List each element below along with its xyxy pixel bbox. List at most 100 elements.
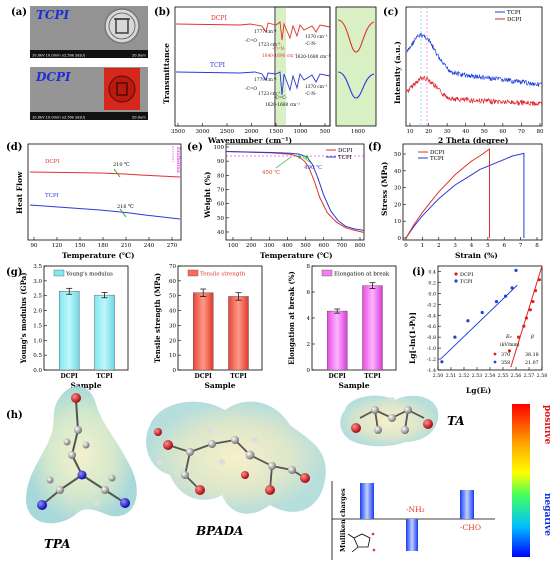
stress-y-tick-label: 30 (394, 186, 401, 192)
weibull-fit-tcpi (440, 284, 518, 360)
ftir-x-tick-label: 1500 (269, 129, 283, 135)
bar-legend-label: Elongation at break (334, 272, 390, 278)
weibull-point (522, 324, 526, 328)
charge-colorbar (512, 404, 530, 557)
xrd-legend-tcpi: TCPI (507, 10, 521, 16)
weibull-x-tick-label: 2.57 (524, 373, 535, 379)
weibull-y-tick-label: 0.4 (428, 269, 436, 275)
bar-chart-frame (43, 265, 129, 371)
bar (94, 294, 115, 371)
weibull-x-tick-label: 2.53 (472, 373, 483, 379)
ftir-xlabel: Wavenumber (cm⁻¹) (207, 136, 292, 145)
panel-a-label: (a) (11, 7, 27, 18)
bar-chart-frame (311, 265, 397, 371)
weibull-h3: (kV/mm) (500, 341, 520, 348)
weibull-point (504, 294, 508, 298)
weibull-legend-dcpi: DCPI (460, 272, 473, 278)
xrd-frame (405, 6, 543, 127)
xrd-xlabel: 2 Theta (degree) (438, 136, 508, 145)
mech-bar-charts: 0.0 0.5 1.0 1.5 2.0 2.5 3.0 3.5 Young's modulus D… (19, 264, 397, 390)
ftir-ann-t5: 1620-1680 cm⁻¹ (265, 102, 300, 108)
bpada-molecule (146, 401, 326, 514)
stress-y-tick-label: 40 (394, 169, 401, 175)
mulliken-ylabel: Mulliken charges (339, 488, 347, 552)
weibull-x-tick-label: 2.54 (485, 373, 496, 379)
bar-ylabel: Young's modulus (GPa) (19, 272, 28, 364)
dsc-tg-tcpi: 216 ℃ (117, 204, 134, 210)
mulliken-bar-2 (406, 519, 418, 551)
ftir-ann-t7: -C-N- (305, 92, 317, 97)
bar (228, 296, 249, 371)
xrd-x-tick-label: 10 (407, 129, 414, 135)
weibull-y-tick-label: 0.0 (428, 291, 436, 297)
ta-label: TA (447, 414, 465, 428)
tga-x-tick-label: 100 (228, 243, 239, 249)
bar-category-label: TCPI (96, 373, 113, 380)
bar-y-tick-label: 20 (169, 338, 176, 344)
ftir-highlight-band (276, 7, 286, 126)
dsc-xlabel: Temperature (℃) (62, 251, 135, 260)
bar-legend-label: Tensile strength (200, 272, 246, 278)
dsc-frame (27, 143, 182, 241)
bar-y-tick-label: 2.5 (33, 294, 42, 300)
panel-h-label: (h) (6, 410, 23, 421)
tga-tcpi-line (225, 151, 365, 231)
xrd-x-tick-label: 30 (444, 129, 451, 135)
weibull-x-tick-label: 2.55 (498, 373, 509, 379)
dsc-dcpi-line (29, 171, 181, 178)
panel-a: (a) TCPI DCPI 10.0kV 10.0mm x2.50k SE(U)… (11, 6, 148, 120)
xrd-x-tick-label: 20 (425, 129, 432, 135)
tga-x-tick-label: 600 (318, 243, 329, 249)
dsc-x-tick-label: 180 (98, 243, 109, 249)
tga-x-tick-label: 800 (355, 243, 366, 249)
weibull-plot: 2.50 2.51 2.52 2.53 2.54 2.55 2.56 2.57 2.58 0.4 0… (427, 265, 547, 379)
bar-y-tick-label: 3.0 (33, 279, 42, 285)
ftir-inset-tcpi (337, 71, 375, 99)
dsc-x-ticks: 90 120 150 180 210 240 270 (31, 237, 178, 249)
logo-seal-tcpi (104, 8, 140, 44)
dsc-x-tick-label: 150 (75, 243, 86, 249)
stress-x-tick-label: 3 (453, 243, 457, 249)
tga-y-tick-label: 50 (217, 216, 224, 222)
bar-y-tick-label: 30 (169, 323, 176, 329)
ta-molecule (340, 395, 439, 447)
weibull-xlabel: Lg(Eᵢ) (466, 386, 491, 395)
tga-legend-dcpi: DCPI (338, 148, 353, 154)
mulliken-bar-3 (460, 490, 474, 519)
bar-category-label: TCPI (230, 373, 247, 380)
stress-frame (402, 143, 543, 241)
stress-x-tick-label: 2 (437, 243, 441, 249)
bar-ylabel: Elongation at break (%) (287, 271, 296, 365)
weibull-x-tick-label: 2.52 (459, 373, 470, 379)
ftir-ann-t1: 1779 cm⁻¹ (254, 77, 277, 83)
ftir-x-tick-label: 2500 (220, 129, 234, 135)
stress-y-tick-label: 10 (394, 219, 401, 225)
tga-y-tick-label: 60 (217, 202, 224, 208)
weibull-y-tick-label: -0.4 (427, 313, 436, 319)
dsc-x-tick-label: 210 (121, 243, 132, 249)
ftir-dcpi-line (175, 21, 331, 41)
weibull-point (524, 316, 529, 320)
ftir-tcpi-line (175, 71, 331, 96)
sem-scale-bottom: 20.0um (132, 116, 146, 120)
tga-ylabel: Weight (%) (203, 172, 212, 219)
bar-category-label: DCPI (195, 373, 212, 380)
stress-dcpi-line (405, 148, 490, 239)
dsc-tg-dcpi: 210 ℃ (113, 162, 130, 168)
ftir-x-tick-label: 500 (320, 129, 331, 135)
panel-g: (g) 0.0 0.5 1.0 1.5 2.0 2.5 3.0 3.5 Young's modu… (6, 264, 397, 390)
stress-ticks: 0 1 2 3 4 5 6 7 8 50 40 30 20 10 0 (394, 152, 539, 249)
tga-y-tick-label: 40 (217, 230, 224, 236)
bar-y-tick-label: 40 (169, 309, 176, 315)
tga-x-tick-label: 700 (337, 243, 348, 249)
panel-f-label: (f) (368, 142, 382, 153)
bar-y-tick-label: 8 (307, 264, 311, 270)
tga-xlabel: Temperature (℃) (260, 251, 333, 260)
stress-xlabel: Strain (%) (455, 251, 498, 260)
weibull-point (507, 349, 512, 353)
ftir-x-tick-label: 2000 (245, 129, 259, 135)
weibull-ylabel: Lg[-ln(1-Pᵢ)] (408, 312, 417, 364)
ftir-ann-d5: 1640-1690 cm⁻¹ (262, 53, 297, 59)
tga-ticks: 100 200 300 400 500 600 700 800 100 90 80 70 60 50 40 (214, 145, 366, 249)
bar-y-tick-label: 0 (307, 368, 311, 374)
